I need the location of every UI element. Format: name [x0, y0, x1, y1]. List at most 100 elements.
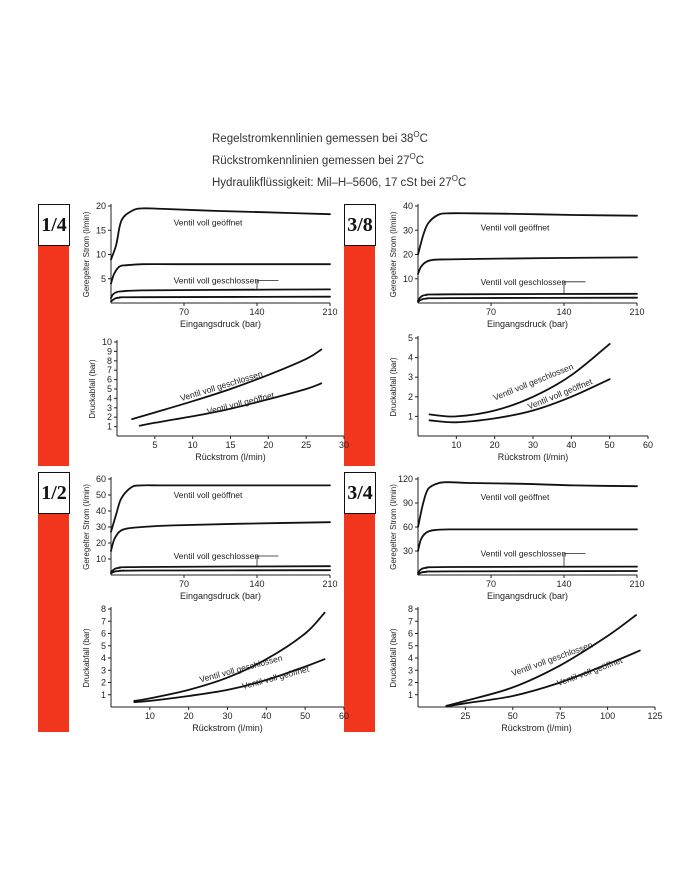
y-tick-label: 30 — [96, 522, 106, 532]
y-tick-label: 40 — [96, 506, 106, 516]
x-axis-label: Eingangsdruck (bar) — [487, 591, 568, 601]
annotation-leader — [563, 281, 586, 294]
x-axis-label: Eingangsdruck (bar) — [487, 319, 568, 329]
y-tick-label: 9 — [107, 346, 112, 356]
x-tick-label: 140 — [556, 307, 571, 317]
x-tick-label: 40 — [566, 440, 576, 450]
series-line-3 — [417, 292, 638, 302]
y-axis-label: Geregelter Strom (l/min) — [389, 484, 398, 570]
chart-header: Regelstromkennlinien gemessen bei 38OC R… — [212, 126, 572, 191]
y-tick-label: 1 — [408, 690, 413, 700]
header-line-1: Regelstromkennlinien gemessen bei 38OC — [212, 130, 428, 145]
x-tick-label: 60 — [339, 711, 349, 721]
y-tick-label: 3 — [101, 665, 106, 675]
x-tick-label: 70 — [486, 579, 496, 589]
y-axis-label: Geregelter Strom (l/min) — [82, 211, 91, 297]
x-tick-label: 75 — [555, 711, 565, 721]
series-line-1 — [110, 207, 331, 261]
series-line-1 — [428, 343, 611, 418]
y-tick-label: 6 — [408, 629, 413, 639]
x-tick-label: 30 — [222, 711, 232, 721]
x-tick-label: 10 — [451, 440, 461, 450]
y-tick-label: 2 — [408, 392, 413, 402]
y-axis-label: Druckabfall (bar) — [88, 359, 97, 418]
annotation-label: Ventil voll geschlossen — [481, 277, 567, 287]
y-tick-label: 120 — [398, 474, 413, 484]
y-tick-label: 60 — [96, 474, 106, 484]
header-line-3: Hydraulikflüssigkeit: Mil–H–5606, 17 cSt… — [212, 173, 467, 189]
x-tick-label: 50 — [508, 711, 518, 721]
x-tick-label: 50 — [605, 440, 615, 450]
y-tick-label: 20 — [96, 538, 106, 548]
x-tick-label: 30 — [339, 440, 349, 450]
series-line-2 — [110, 521, 331, 552]
y-tick-label: 10 — [96, 250, 106, 260]
y-tick-label: 10 — [96, 554, 106, 564]
x-tick-label: 10 — [145, 711, 155, 721]
y-tick-label: 3 — [107, 403, 112, 413]
annotation-label: Ventil voll geöffnet — [481, 222, 550, 232]
y-tick-label: 40 — [403, 201, 413, 211]
x-tick-label: 25 — [301, 440, 311, 450]
x-tick-label: 25 — [460, 711, 470, 721]
annotation-label: Ventil voll geöffnet — [481, 492, 550, 502]
y-tick-label: 5 — [101, 274, 106, 284]
y-tick-label: 5 — [107, 384, 112, 394]
annotation-label: Ventil voll geschlossen — [481, 549, 567, 559]
y-tick-label: 1 — [107, 422, 112, 432]
series-line-3 — [417, 565, 638, 574]
series-line-4 — [417, 570, 638, 576]
y-tick-label: 4 — [101, 653, 106, 663]
x-axis-label: Rückstrom (l/min) — [501, 723, 572, 733]
series-line-1 — [131, 348, 323, 420]
x-tick-label: 15 — [225, 440, 235, 450]
size-bar-half — [38, 472, 69, 732]
annotation-label: Ventil voll geöffnet — [556, 655, 625, 688]
series-line-2 — [445, 649, 641, 708]
y-tick-label: 8 — [101, 604, 106, 614]
series-line-2 — [417, 528, 638, 552]
series-line-2 — [417, 256, 638, 275]
y-tick-label: 6 — [107, 375, 112, 385]
y-tick-label: 8 — [107, 356, 112, 366]
size-label-three-eighths: 3/8 — [344, 204, 376, 246]
x-tick-label: 100 — [600, 711, 615, 721]
series-line-4 — [110, 295, 331, 303]
series-line-1 — [417, 212, 638, 256]
header-line-2: Rückstromkennlinien gemessen bei 27OC — [212, 151, 425, 167]
series-line-3 — [110, 288, 331, 299]
y-axis-label: Druckabfall (bar) — [389, 357, 398, 416]
y-axis-label: Geregelter Strom (l/min) — [389, 211, 398, 297]
x-tick-label: 10 — [188, 440, 198, 450]
x-tick-label: 140 — [556, 579, 571, 589]
y-tick-label: 90 — [403, 498, 413, 508]
annotation-leader — [563, 553, 586, 567]
y-tick-label: 2 — [408, 678, 413, 688]
x-tick-label: 210 — [322, 307, 337, 317]
x-tick-label: 20 — [263, 440, 273, 450]
x-tick-label: 210 — [629, 307, 644, 317]
size-label-half: 1/2 — [38, 472, 70, 514]
series-line-2 — [138, 382, 323, 427]
y-tick-label: 15 — [96, 225, 106, 235]
x-axis-label: Rückstrom (l/min) — [192, 723, 263, 733]
y-tick-label: 5 — [408, 641, 413, 651]
annotation-label: Ventil voll geöffnet — [174, 217, 243, 227]
x-tick-label: 125 — [647, 711, 662, 721]
series-line-2 — [133, 658, 326, 703]
x-axis-label: Eingangsdruck (bar) — [180, 591, 261, 601]
y-tick-label: 5 — [101, 641, 106, 651]
annotation-label: Ventil voll geöffnet — [174, 490, 243, 500]
size-bar-three-eighths — [344, 204, 375, 466]
y-tick-label: 30 — [403, 225, 413, 235]
y-tick-label: 10 — [403, 274, 413, 284]
series-line-2 — [428, 378, 611, 424]
